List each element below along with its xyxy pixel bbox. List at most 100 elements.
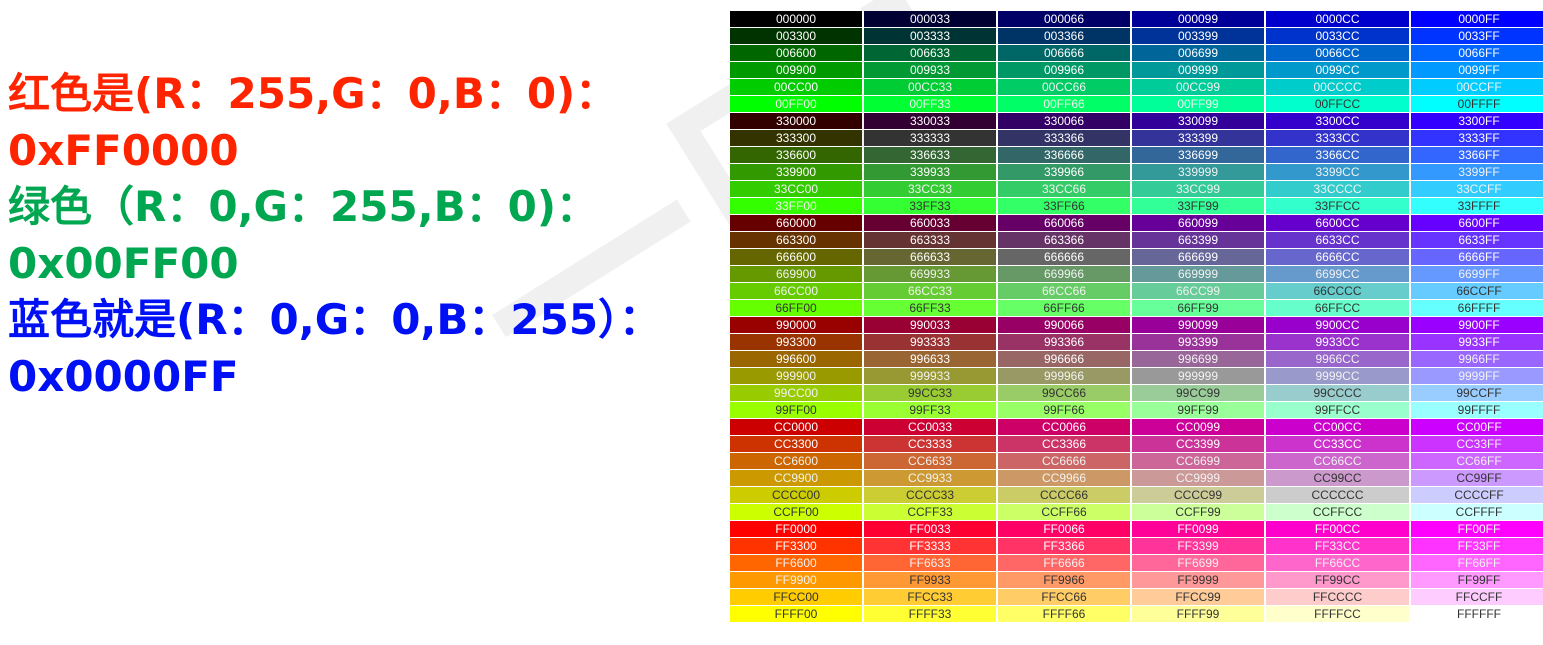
color-swatch-00cc00: 00CC00 [730, 79, 862, 96]
color-swatch-99ff33: 99FF33 [864, 402, 996, 419]
color-swatch-9999ff: 9999FF [1411, 368, 1543, 385]
color-swatch-cc33ff: CC33FF [1411, 436, 1543, 453]
color-swatch-ff33cc: FF33CC [1266, 538, 1409, 555]
red-hex-line: 0xFF0000 [8, 125, 239, 175]
color-swatch-99ffcc: 99FFCC [1266, 402, 1409, 419]
color-swatch-ff0000: FF0000 [730, 521, 862, 538]
color-swatch-66ccff: 66CCFF [1411, 283, 1543, 300]
color-swatch-663399: 663399 [1132, 232, 1264, 249]
color-swatch-cccccc: CCCCCC [1266, 487, 1409, 504]
color-swatch-ff99ff: FF99FF [1411, 572, 1543, 589]
color-swatch-cc6699: CC6699 [1132, 453, 1264, 470]
color-swatch-ff6600: FF6600 [730, 555, 862, 572]
color-swatch-33cc66: 33CC66 [998, 181, 1130, 198]
color-swatch-666666: 666666 [998, 249, 1130, 266]
color-swatch-00cc66: 00CC66 [998, 79, 1130, 96]
color-swatch-330099: 330099 [1132, 113, 1264, 130]
color-swatch-cc3300: CC3300 [730, 436, 862, 453]
color-swatch-ff33ff: FF33FF [1411, 538, 1543, 555]
color-swatch-993366: 993366 [998, 334, 1130, 351]
color-swatch-ffffcc: FFFFCC [1266, 606, 1409, 623]
color-swatch-996666: 996666 [998, 351, 1130, 368]
color-swatch-99cc00: 99CC00 [730, 385, 862, 402]
color-swatch-99cc99: 99CC99 [1132, 385, 1264, 402]
color-swatch-009900: 009900 [730, 62, 862, 79]
color-swatch-cc3333: CC3333 [864, 436, 996, 453]
blue-hex-line: 0x0000FF [8, 351, 239, 401]
rgb-explanation: 红色是(R：255,G：0,B：0)： 0xFF0000 绿色（R：0,G：25… [8, 66, 723, 405]
color-swatch-33ff00: 33FF00 [730, 198, 862, 215]
color-swatch-3300ff: 3300FF [1411, 113, 1543, 130]
color-swatch-3399ff: 3399FF [1411, 164, 1543, 181]
color-swatch-ffcc33: FFCC33 [864, 589, 996, 606]
color-swatch-ccff33: CCFF33 [864, 504, 996, 521]
color-swatch-6699ff: 6699FF [1411, 266, 1543, 283]
color-swatch-cccc33: CCCC33 [864, 487, 996, 504]
color-swatch-330033: 330033 [864, 113, 996, 130]
color-swatch-cc6633: CC6633 [864, 453, 996, 470]
color-swatch-339999: 339999 [1132, 164, 1264, 181]
color-swatch-00ff33: 00FF33 [864, 96, 996, 113]
color-swatch-99ff99: 99FF99 [1132, 402, 1264, 419]
color-swatch-9966cc: 9966CC [1266, 351, 1409, 368]
color-swatch-993399: 993399 [1132, 334, 1264, 351]
color-swatch-660066: 660066 [998, 215, 1130, 232]
color-swatch-ffcccc: FFCCCC [1266, 589, 1409, 606]
color-swatch-9900cc: 9900CC [1266, 317, 1409, 334]
color-swatch-33cc00: 33CC00 [730, 181, 862, 198]
color-swatch-00ff99: 00FF99 [1132, 96, 1264, 113]
color-swatch-cc6600: CC6600 [730, 453, 862, 470]
color-swatch-cccc66: CCCC66 [998, 487, 1130, 504]
color-swatch-cc00ff: CC00FF [1411, 419, 1543, 436]
color-swatch-00ffff: 00FFFF [1411, 96, 1543, 113]
color-swatch-ff6666: FF6666 [998, 555, 1130, 572]
color-swatch-66ff99: 66FF99 [1132, 300, 1264, 317]
color-swatch-00ffcc: 00FFCC [1266, 96, 1409, 113]
color-swatch-999999: 999999 [1132, 368, 1264, 385]
color-swatch-339966: 339966 [998, 164, 1130, 181]
color-swatch-000066: 000066 [998, 11, 1130, 28]
color-swatch-9900ff: 9900FF [1411, 317, 1543, 334]
color-swatch-336633: 336633 [864, 147, 996, 164]
color-swatch-003333: 003333 [864, 28, 996, 45]
color-swatch-33ffff: 33FFFF [1411, 198, 1543, 215]
color-swatch-cc0066: CC0066 [998, 419, 1130, 436]
color-swatch-333333: 333333 [864, 130, 996, 147]
color-swatch-3366cc: 3366CC [1266, 147, 1409, 164]
color-swatch-ffcc66: FFCC66 [998, 589, 1130, 606]
color-swatch-ff00ff: FF00FF [1411, 521, 1543, 538]
green-hex-line: 0x00FF00 [8, 238, 239, 288]
color-swatch-ff6633: FF6633 [864, 555, 996, 572]
color-swatch-ff9999: FF9999 [1132, 572, 1264, 589]
color-swatch-666633: 666633 [864, 249, 996, 266]
color-swatch-99cccc: 99CCCC [1266, 385, 1409, 402]
color-swatch-669966: 669966 [998, 266, 1130, 283]
color-swatch-33ffcc: 33FFCC [1266, 198, 1409, 215]
color-swatch-9933ff: 9933FF [1411, 334, 1543, 351]
color-swatch-cc3366: CC3366 [998, 436, 1130, 453]
color-swatch-9966ff: 9966FF [1411, 351, 1543, 368]
blue-rgb-line: 蓝色就是(R：0,G：0,B：255）： [8, 295, 662, 344]
color-swatch-993300: 993300 [730, 334, 862, 351]
color-swatch-ccffcc: CCFFCC [1266, 504, 1409, 521]
color-swatch-66ffff: 66FFFF [1411, 300, 1543, 317]
color-swatch-0033ff: 0033FF [1411, 28, 1543, 45]
color-swatch-6666cc: 6666CC [1266, 249, 1409, 266]
color-swatch-cccc99: CCCC99 [1132, 487, 1264, 504]
color-swatch-666600: 666600 [730, 249, 862, 266]
color-swatch-6633cc: 6633CC [1266, 232, 1409, 249]
color-swatch-cc66cc: CC66CC [1266, 453, 1409, 470]
color-swatch-99cc66: 99CC66 [998, 385, 1130, 402]
color-swatch-ff9966: FF9966 [998, 572, 1130, 589]
color-swatch-990066: 990066 [998, 317, 1130, 334]
color-swatch-ff66cc: FF66CC [1266, 555, 1409, 572]
web-safe-color-table: 000000 000033 000066 000099 0000CC 0000FF 0033… [730, 11, 1543, 623]
color-swatch-cc9999: CC9999 [1132, 470, 1264, 487]
color-swatch-0066ff: 0066FF [1411, 45, 1543, 62]
color-swatch-ffff66: FFFF66 [998, 606, 1130, 623]
color-swatch-33ff66: 33FF66 [998, 198, 1130, 215]
color-swatch-66cccc: 66CCCC [1266, 283, 1409, 300]
color-swatch-ff99cc: FF99CC [1266, 572, 1409, 589]
color-swatch-006633: 006633 [864, 45, 996, 62]
green-rgb-line: 绿色（R：0,G：255,B：0)： [8, 182, 599, 231]
